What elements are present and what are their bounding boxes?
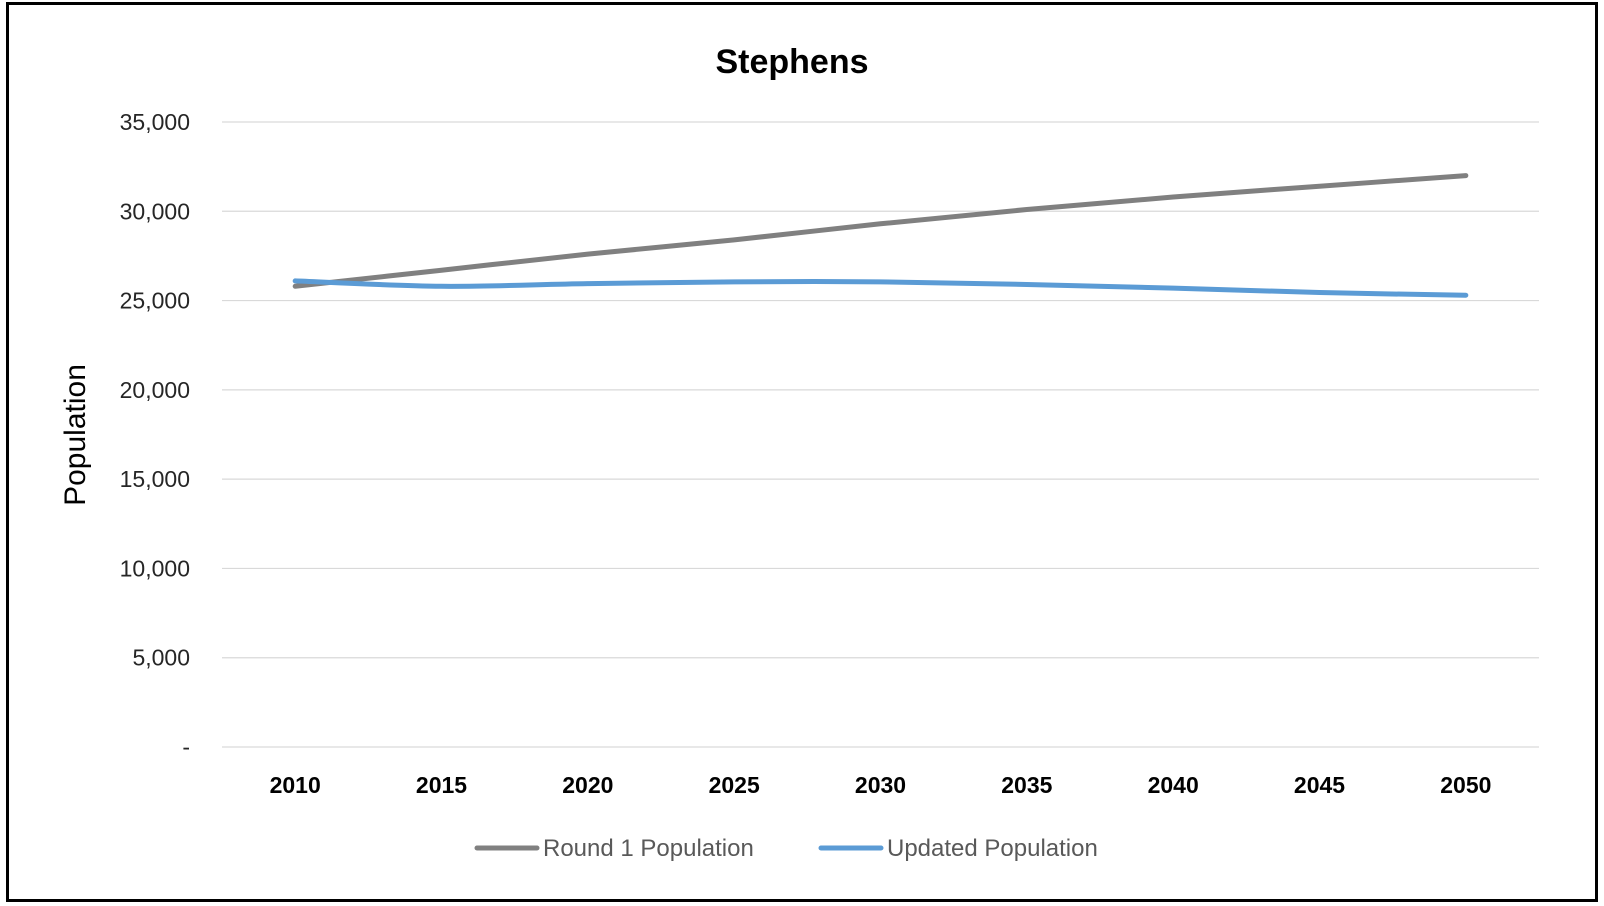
x-axis-ticks: 2010 2015 2020 2025 2030 2035 2040 2045 2050 (270, 772, 1492, 798)
data-point (878, 221, 883, 226)
legend-label: Round 1 Population (543, 835, 754, 862)
data-point (585, 281, 590, 286)
data-point (293, 284, 298, 289)
series-line-1 (292, 173, 1469, 289)
data-point (878, 279, 883, 284)
y-tick-label: - (182, 734, 190, 760)
data-point (1171, 286, 1176, 291)
y-tick-label: 30,000 (120, 198, 190, 224)
y-tick-label: 35,000 (120, 109, 190, 135)
data-point (732, 279, 737, 284)
legend-item: Round 1 Population (474, 835, 754, 862)
data-point (1463, 173, 1468, 178)
data-point (439, 284, 444, 289)
y-axis-ticks: - 5,000 10,000 15,000 20,000 25,000 30,000 35,0… (120, 109, 190, 760)
y-tick-label: 10,000 (120, 555, 190, 581)
data-point (1317, 290, 1322, 295)
y-tick-label: 5,000 (132, 645, 190, 671)
chart-frame: Stephens Population - 5,000 10,000 15,000 20… (6, 2, 1598, 902)
data-point (732, 237, 737, 242)
x-tick-label: 2050 (1440, 772, 1491, 798)
y-tick-label: 25,000 (120, 288, 190, 314)
x-tick-label: 2020 (562, 772, 613, 798)
data-point (439, 268, 444, 273)
x-tick-label: 2025 (709, 772, 760, 798)
data-point (1171, 195, 1176, 200)
y-tick-label: 15,000 (120, 466, 190, 492)
x-tick-label: 2045 (1294, 772, 1345, 798)
data-point (1463, 293, 1468, 298)
chart-title: Stephens (715, 43, 868, 81)
data-point (1317, 184, 1322, 189)
legend-label: Updated Population (887, 835, 1098, 862)
data-point (1024, 207, 1029, 212)
x-tick-label: 2030 (855, 772, 906, 798)
y-axis-label: Population (59, 364, 92, 506)
data-point (585, 252, 590, 257)
x-tick-label: 2010 (270, 772, 321, 798)
series-line-2 (292, 278, 1469, 298)
line-chart: Stephens Population - 5,000 10,000 15,000 20… (59, 43, 1539, 862)
data-point (293, 278, 298, 283)
gridlines (222, 121, 1539, 748)
series-lines (292, 173, 1469, 298)
y-tick-label: 20,000 (120, 377, 190, 403)
x-tick-label: 2040 (1148, 772, 1199, 798)
data-point (1024, 282, 1029, 287)
x-tick-label: 2035 (1001, 772, 1052, 798)
x-tick-label: 2015 (416, 772, 467, 798)
legend-item: Updated Population (818, 835, 1098, 862)
legend: Round 1 Population Updated Population (474, 835, 1098, 862)
